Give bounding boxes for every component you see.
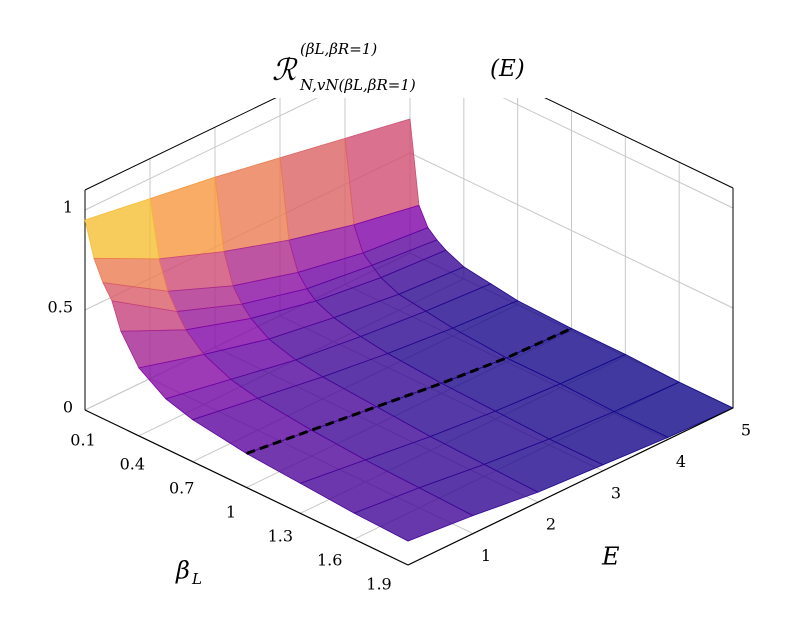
title-symbol: ℛ <box>272 53 298 88</box>
x-tick-label: 1 <box>226 503 236 522</box>
y-tick-label: 2 <box>546 515 556 534</box>
title-subscript: N,vN(βL,βR=1) <box>299 76 416 94</box>
y-tick-label: 4 <box>676 452 686 471</box>
x-tick-label: 1.3 <box>268 527 293 546</box>
title-argument: (E) <box>490 56 525 82</box>
x-tick-label: 0.7 <box>169 479 194 498</box>
x-tick-label: 1.9 <box>366 575 391 594</box>
title-superscript: (βL,βR=1) <box>300 40 377 58</box>
highlight-line <box>245 327 573 455</box>
surface-patch <box>149 176 225 260</box>
x-tick-label: 0.4 <box>120 455 145 474</box>
surface-patch <box>279 137 355 241</box>
box-edge <box>84 409 409 566</box>
overlay: 0 0.5 1 0.1 0.4 0.7 1 1.3 1.6 1.9 1 2 3 4 5 <box>48 198 752 594</box>
x-tick-label: 0.1 <box>70 431 95 450</box>
surface-patch <box>214 157 290 252</box>
y-tick-label: 3 <box>611 483 621 502</box>
z-tick-label: 0 <box>63 398 73 417</box>
x-axis-label-subscript: L <box>191 570 202 588</box>
surface-patch <box>353 487 474 542</box>
title-background <box>262 30 555 98</box>
y-tick-label: 1 <box>481 546 491 565</box>
y-axis-label: E <box>601 543 620 571</box>
x-axis-label: β <box>175 557 190 585</box>
x-tick-label: 1.6 <box>317 551 342 570</box>
y-tick-label: 5 <box>741 421 751 440</box>
z-tick-label: 1 <box>63 198 73 217</box>
surface-patch <box>84 198 160 260</box>
z-tick-label: 0.5 <box>48 298 73 317</box>
surface-patch <box>158 251 234 292</box>
box-edge <box>407 407 734 566</box>
